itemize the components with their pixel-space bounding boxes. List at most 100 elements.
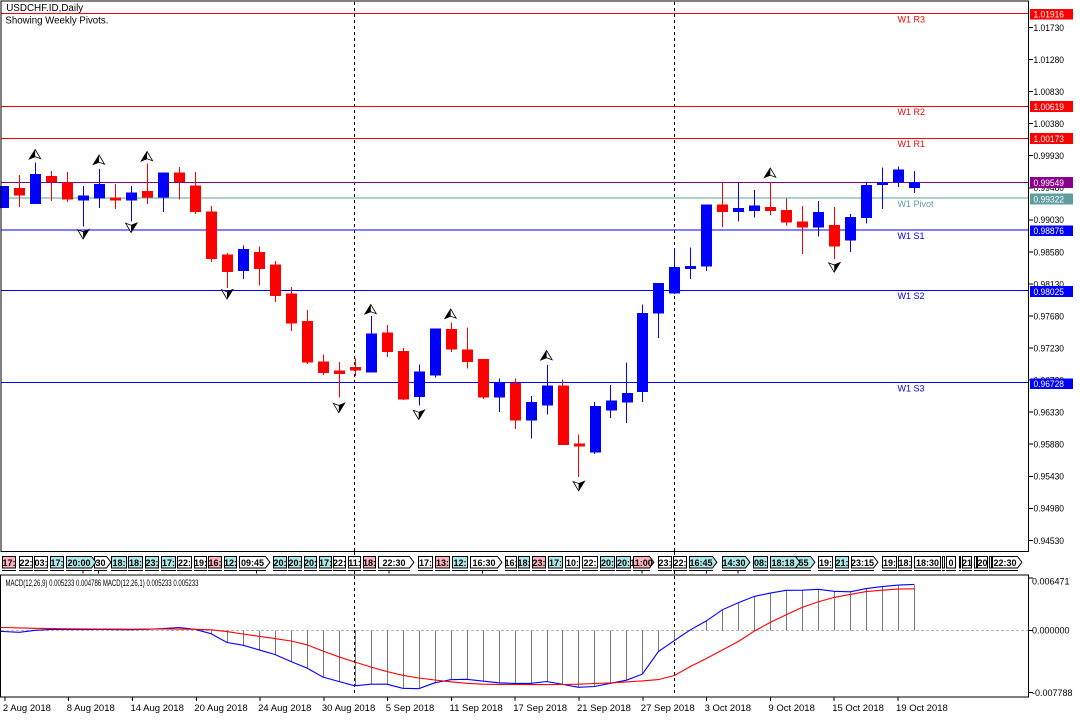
svg-text:11:: 11: [348,558,361,568]
svg-text:5 Sep 2018: 5 Sep 2018 [386,703,435,714]
svg-text:W1 R3: W1 R3 [898,15,926,25]
svg-text:11 Sep 2018: 11 Sep 2018 [450,703,503,714]
svg-text:0.99480: 0.99480 [1034,183,1065,193]
svg-text:17:: 17: [162,558,175,568]
svg-text:W1 R2: W1 R2 [898,107,926,117]
svg-text:23:: 23: [532,558,545,568]
svg-text:18:: 18: [898,558,911,568]
svg-text:0.99549: 0.99549 [1034,178,1065,188]
svg-text:0.95880: 0.95880 [1034,440,1065,450]
svg-text:20:: 20: [288,558,301,568]
svg-text:18:30: 18:30 [916,558,939,568]
svg-text:10:: 10: [566,558,579,568]
svg-text:0.95430: 0.95430 [1034,472,1065,482]
svg-text:12:: 12: [453,558,466,568]
svg-text:17:: 17: [2,558,15,568]
svg-text:0.98130: 0.98130 [1034,279,1065,289]
svg-text:21 Sep 2018: 21 Sep 2018 [577,703,631,714]
svg-text:Showing Weekly Pivots.: Showing Weekly Pivots. [5,15,108,26]
svg-text:08:: 08: [754,558,767,568]
svg-text:MACD(12,26,9) 0.005233 0.00478: MACD(12,26,9) 0.005233 0.004786 MACD(12,… [6,578,199,588]
svg-text:1.00619: 1.00619 [1034,102,1065,112]
svg-text:0.98580: 0.98580 [1034,247,1065,257]
svg-text:22:: 22: [178,558,191,568]
svg-text:0: 0 [948,558,953,568]
svg-text:23:: 23: [658,558,671,568]
svg-text:1.00173: 1.00173 [1034,134,1065,144]
svg-text:17:: 17: [319,558,332,568]
svg-text:0.000000: 0.000000 [1032,626,1070,636]
svg-text:W1 R1: W1 R1 [898,139,926,149]
svg-text:18:: 18: [112,558,125,568]
svg-text:23:15: 23:15 [851,558,874,568]
svg-text:18:: 18: [129,558,142,568]
svg-text:20: 20 [977,558,987,568]
svg-text:0.98025: 0.98025 [1034,287,1065,297]
svg-text:19:: 19: [883,558,896,568]
svg-text:17:: 17: [50,558,63,568]
svg-text:0.99930: 0.99930 [1034,151,1065,161]
svg-text:22:30: 22:30 [993,558,1016,568]
svg-text:16:: 16: [504,558,517,568]
svg-text:8 Aug 2018: 8 Aug 2018 [67,703,115,714]
svg-text:0.99030: 0.99030 [1034,215,1065,225]
svg-text:0.97680: 0.97680 [1034,311,1065,321]
svg-text:22:: 22: [19,558,32,568]
svg-text:22:30: 22:30 [382,558,405,568]
svg-text:17:: 17: [419,558,432,568]
svg-text:19 Oct 2018: 19 Oct 2018 [896,703,948,714]
svg-text:14:30: 14:30 [722,558,745,568]
svg-text:30 Aug 2018: 30 Aug 2018 [322,703,375,714]
svg-text:0.97230: 0.97230 [1034,344,1065,354]
svg-text:9 Oct 2018: 9 Oct 2018 [768,703,814,714]
svg-text:11:00: 11:00 [630,558,653,568]
svg-text:0.006471: 0.006471 [1032,576,1070,586]
svg-text:24 Aug 2018: 24 Aug 2018 [258,703,311,714]
svg-text:0.96330: 0.96330 [1034,408,1065,418]
svg-text:1.01730: 1.01730 [1034,23,1065,33]
svg-text:27 Sep 2018: 27 Sep 2018 [641,703,695,714]
svg-text:16:: 16: [208,558,221,568]
svg-text:0.94980: 0.94980 [1034,504,1065,514]
svg-text:W1 S2: W1 S2 [898,291,925,301]
svg-text:20:: 20: [617,558,630,568]
svg-text:0.94530: 0.94530 [1034,536,1065,546]
svg-text:0.98876: 0.98876 [1034,226,1065,236]
svg-text:20:: 20: [601,558,614,568]
svg-text:18:: 18: [517,558,530,568]
svg-text:03:: 03: [34,558,47,568]
svg-text:20 Aug 2018: 20 Aug 2018 [194,703,247,714]
svg-text:14 Aug 2018: 14 Aug 2018 [131,703,184,714]
svg-text:16:45: 16:45 [689,558,712,568]
svg-text:17:: 17: [549,558,562,568]
svg-text:20:: 20: [273,558,286,568]
svg-text:21: 21 [962,558,972,568]
svg-text:20:00: 20:00 [67,558,90,568]
svg-text:15 Oct 2018: 15 Oct 2018 [832,703,884,714]
svg-text:18:: 18: [363,558,376,568]
svg-text:12:: 12: [224,558,237,568]
svg-text:1.00830: 1.00830 [1034,87,1065,97]
svg-text:18:18: 18:18 [771,558,794,568]
svg-text:19:: 19: [194,558,207,568]
svg-text:22:: 22: [333,558,346,568]
svg-text:20:: 20: [304,558,317,568]
svg-text:W1 S3: W1 S3 [898,384,925,394]
svg-text:19:: 19: [819,558,832,568]
svg-text:16:30: 16:30 [472,558,495,568]
svg-text:22:: 22: [583,558,596,568]
svg-text:09:45: 09:45 [241,558,264,568]
svg-text:23:: 23: [145,558,158,568]
svg-text:22:: 22: [673,558,686,568]
svg-text:2 Aug 2018: 2 Aug 2018 [3,703,51,714]
svg-text:1.00380: 1.00380 [1034,119,1065,129]
svg-text:1.01280: 1.01280 [1034,55,1065,65]
svg-text:W1 Pivot: W1 Pivot [898,199,935,209]
svg-text:3 Oct 2018: 3 Oct 2018 [705,703,751,714]
svg-text:1.01916: 1.01916 [1034,10,1065,20]
svg-text:0.99322: 0.99322 [1034,194,1065,204]
svg-text:21:: 21: [835,558,848,568]
svg-text:30: 30 [95,558,105,568]
svg-text:17 Sep 2018: 17 Sep 2018 [513,703,567,714]
svg-text:0.96728: 0.96728 [1034,379,1065,389]
